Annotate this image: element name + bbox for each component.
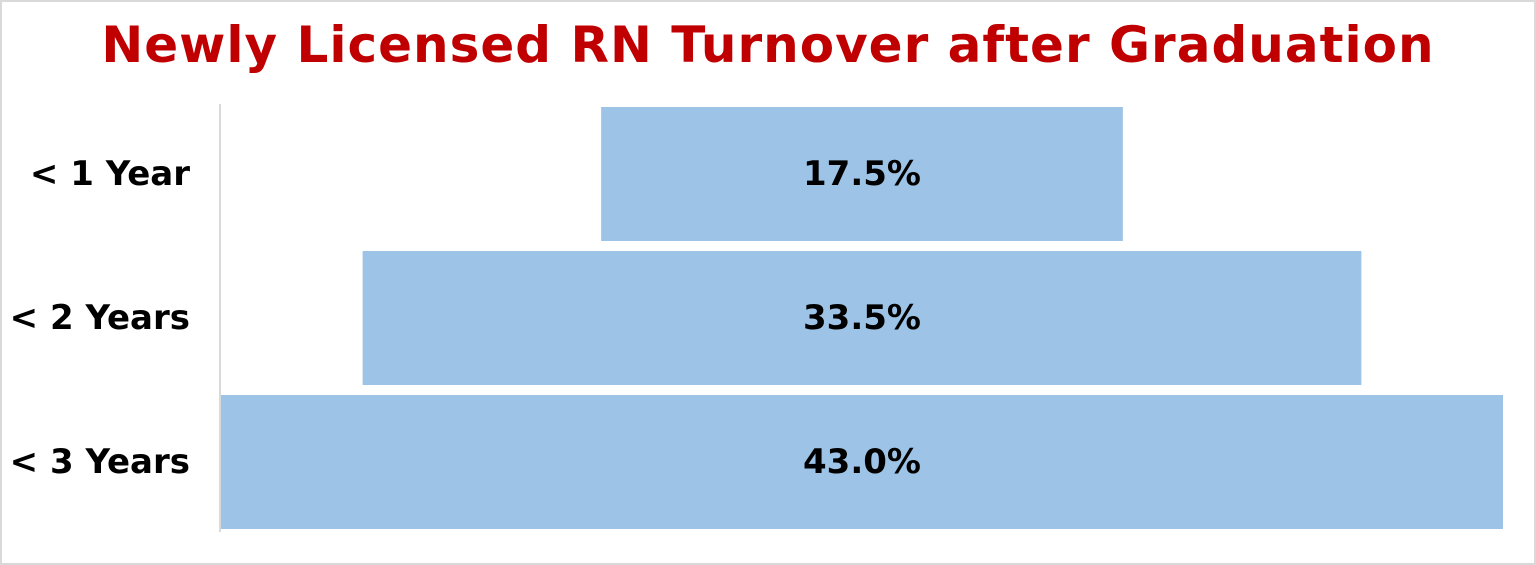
data-labels-group: 17.5% 33.5% 43.0% <box>803 154 921 482</box>
data-label: 17.5% <box>803 154 921 194</box>
funnel-bar <box>362 251 1362 385</box>
category-label: < 3 Years <box>10 442 190 482</box>
funnel-bar <box>601 107 1123 241</box>
bars-group <box>221 107 1503 529</box>
data-label: 33.5% <box>803 298 921 338</box>
chart-title: Newly Licensed RN Turnover after Graduat… <box>101 16 1435 74</box>
category-label: < 1 Year <box>30 154 190 194</box>
category-label: < 2 Years <box>10 298 190 338</box>
category-labels-group: < 1 Year < 2 Years < 3 Years <box>10 154 191 482</box>
funnel-bar <box>221 395 1503 529</box>
data-label: 43.0% <box>803 442 921 482</box>
